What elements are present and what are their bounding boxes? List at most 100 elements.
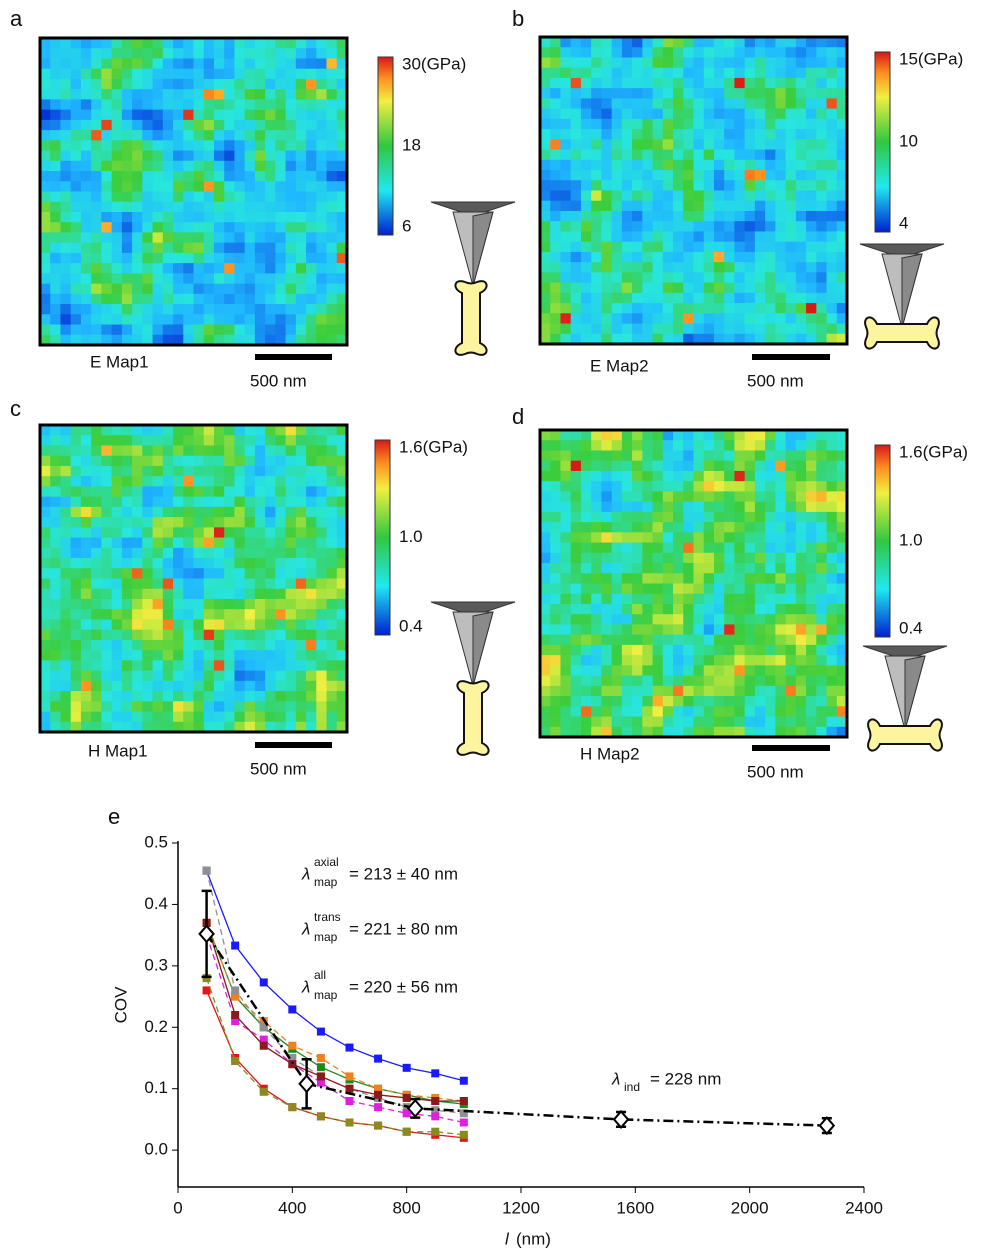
heatmap-cell: [550, 129, 561, 140]
heatmap-cell: [214, 161, 225, 172]
heatmap-cell: [540, 645, 551, 656]
heatmap-cell: [255, 650, 266, 661]
heatmap-cell: [122, 273, 133, 284]
heatmap-cell: [275, 284, 286, 295]
heatmap-cell: [704, 119, 715, 130]
heatmap-cell: [591, 471, 602, 482]
heatmap-cell: [642, 150, 653, 161]
heatmap-cell: [173, 171, 184, 182]
heatmap-cell: [622, 88, 633, 99]
heatmap-cell: [827, 37, 838, 48]
heatmap-cell: [224, 48, 235, 59]
heatmap-cell: [786, 522, 797, 533]
heatmap-cell: [245, 527, 256, 538]
heatmap-cell: [683, 57, 694, 68]
heatmap-cell: [245, 192, 256, 203]
heatmap-cell: [775, 717, 786, 728]
heatmap-cell: [306, 192, 317, 203]
heatmap-cell: [214, 660, 225, 671]
heatmap-cell: [683, 471, 694, 482]
heatmap-cell: [571, 676, 582, 687]
heatmap-cell: [183, 263, 194, 274]
heatmap-cell: [255, 304, 266, 315]
heatmap-cell: [122, 497, 133, 508]
heatmap-cell: [255, 456, 266, 467]
heatmap-cell: [306, 558, 317, 569]
heatmap-cell: [101, 456, 112, 467]
heatmap-cell: [550, 191, 561, 202]
heatmap-cell: [91, 192, 102, 203]
heatmap-cell: [796, 676, 807, 687]
heatmap-cell: [663, 645, 674, 656]
heatmap-cell: [632, 461, 643, 472]
heatmap-cell: [632, 324, 643, 335]
heatmap-cell: [755, 461, 766, 472]
heatmap-cell: [234, 568, 245, 579]
heatmap-cell: [183, 527, 194, 538]
heatmap-cell: [327, 294, 338, 305]
heatmap-cell: [234, 425, 245, 436]
heatmap-cell: [50, 130, 61, 141]
heatmap-cell: [245, 579, 256, 590]
heatmap-cell: [632, 231, 643, 242]
heatmap-cell: [632, 242, 643, 253]
heatmap-cell: [245, 140, 256, 151]
heatmap-cell: [745, 98, 756, 109]
heatmap-cell: [112, 253, 123, 264]
heatmap-cell: [163, 273, 174, 284]
heatmap-cell: [265, 304, 276, 315]
heatmap-cell: [224, 120, 235, 131]
heatmap-cell: [775, 471, 786, 482]
heatmap-cell: [112, 435, 123, 446]
heatmap-cell: [827, 283, 838, 294]
heatmap-cell: [714, 262, 725, 273]
heatmap-cell: [663, 252, 674, 263]
heatmap-cell: [683, 430, 694, 441]
heatmap-cell: [683, 191, 694, 202]
heatmap-cell: [786, 68, 797, 79]
heatmap-cell: [765, 231, 776, 242]
heatmap-cell: [255, 579, 266, 590]
heatmap-cell: [827, 635, 838, 646]
heatmap-cell: [204, 273, 215, 284]
heatmap-cell: [694, 645, 705, 656]
heatmap-cell: [214, 273, 225, 284]
heatmap-cell: [112, 445, 123, 456]
heatmap-cell: [591, 88, 602, 99]
heatmap-cell: [714, 686, 725, 697]
heatmap-cell: [112, 712, 123, 723]
heatmap-cell: [60, 38, 71, 49]
heatmap-cell: [601, 68, 612, 79]
heatmap-cell: [683, 655, 694, 666]
heatmap-cell: [286, 99, 297, 110]
heatmap-cell: [704, 201, 715, 212]
heatmap-cell: [245, 89, 256, 100]
heatmap-cell: [81, 660, 92, 671]
heatmap-cell: [601, 78, 612, 89]
heatmap-cell: [694, 283, 705, 294]
heatmap-cell: [101, 253, 112, 264]
x-tick-label: 800: [392, 1198, 420, 1217]
heatmap-cell: [234, 192, 245, 203]
heatmap-cell: [540, 665, 551, 676]
heatmap-cell: [122, 263, 133, 274]
heatmap-cell: [112, 640, 123, 651]
heatmap-cell: [581, 706, 592, 717]
heatmap-cell: [704, 543, 715, 554]
heatmap-cell: [816, 129, 827, 140]
heatmap-cell: [632, 88, 643, 99]
point: [346, 1085, 354, 1093]
heatmap-cell: [132, 712, 143, 723]
heatmap-cell: [632, 645, 643, 656]
heatmap-cell: [163, 202, 174, 213]
heatmap-cell: [827, 98, 838, 109]
heatmap-cell: [694, 47, 705, 58]
heatmap-cell: [745, 553, 756, 564]
heatmap-cell: [550, 522, 561, 533]
heatmap-cell: [632, 655, 643, 666]
heatmap-cell: [153, 181, 164, 192]
heatmap-cell: [612, 594, 623, 605]
heatmap-cell: [816, 98, 827, 109]
heatmap-cell: [612, 57, 623, 68]
heatmap-cell: [183, 568, 194, 579]
